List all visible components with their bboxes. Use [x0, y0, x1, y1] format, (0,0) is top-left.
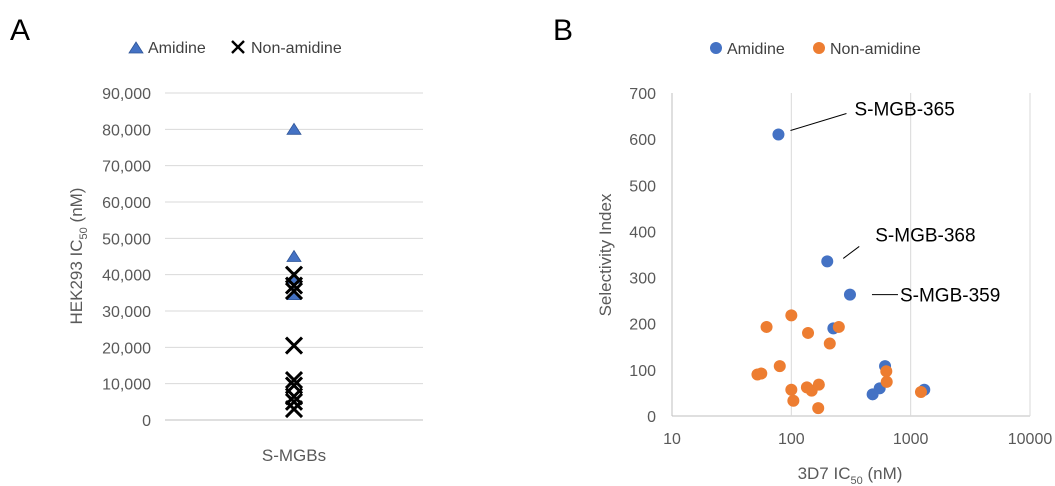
amidine-point [772, 128, 785, 141]
panel-a-letter: A [10, 14, 30, 47]
non-amidine-point [760, 320, 773, 333]
panel-a-legend-non-amidine: Non-amidine [251, 40, 342, 57]
y-tick-label: 60,000 [102, 195, 151, 212]
legend-blue-dot [710, 42, 722, 54]
panel-b-gridlines [671, 93, 1031, 417]
amidine-point [286, 122, 302, 135]
y-tick-label: 0 [142, 413, 151, 430]
annotation-leader-line [842, 246, 860, 259]
y-tick-label: 70,000 [102, 159, 151, 176]
panel-a-x-axis-title: S-MGBs [262, 446, 326, 465]
non-amidine-point [787, 394, 800, 407]
y-tick-label: 400 [629, 224, 656, 241]
annotation-label: S-MGB-368 [875, 225, 975, 246]
annotation-leader-line [790, 113, 847, 132]
amidine-point [821, 255, 834, 268]
y-tick-label: 500 [629, 178, 656, 195]
panel-b-letter: B [553, 14, 573, 47]
annotation-label: S-MGB-359 [900, 286, 1000, 307]
panel-a: A Amidine Non-amidine 0 10,000 20,000 30,00… [10, 14, 423, 465]
non-amidine-point [284, 370, 304, 390]
x-tick-label: 10 [663, 431, 681, 448]
non-amidine-point [812, 402, 825, 415]
panel-b-legend-non-amidine: Non-amidine [830, 41, 921, 58]
amidine-point [843, 288, 856, 301]
non-amidine-point [802, 326, 815, 339]
panel-b-y-ticks: 0 100 200 300 400 500 600 700 [629, 86, 656, 426]
panel-b-points [751, 128, 931, 415]
legend-x-marker [231, 40, 245, 54]
non-amidine-point [785, 383, 798, 396]
y-tick-label: 300 [629, 271, 656, 288]
non-amidine-point [284, 392, 304, 411]
x-tick-label: 10000 [1008, 431, 1053, 448]
x-tick-label: 100 [778, 431, 805, 448]
y-tick-label: 200 [629, 317, 656, 334]
y-tick-label: 20,000 [102, 340, 151, 357]
legend-triangle-marker [128, 41, 144, 54]
panel-b-legend: Amidine Non-amidine [710, 41, 921, 58]
non-amidine-point [773, 360, 786, 373]
amidine-point [866, 388, 879, 401]
non-amidine-point [785, 309, 798, 322]
non-amidine-point [823, 337, 836, 350]
legend-orange-dot [813, 42, 825, 54]
y-tick-label: 0 [647, 409, 656, 426]
y-tick-label: 10,000 [102, 377, 151, 394]
panel-b-x-axis-title: 3D7 IC50 (nM) [798, 464, 903, 486]
x-tick-label: 1000 [893, 431, 929, 448]
y-tick-label: 80,000 [102, 122, 151, 139]
y-tick-label: 90,000 [102, 86, 151, 103]
panel-b-annotations: S-MGB-365 S-MGB-368 S-MGB-359 [790, 100, 1000, 307]
non-amidine-point [880, 365, 893, 378]
panel-a-y-axis-title: HEK293 IC50 (nM) [67, 188, 90, 325]
panel-a-y-ticks: 0 10,000 20,000 30,000 40,000 50,000 60,000 70,… [102, 86, 151, 430]
y-tick-label: 50,000 [102, 231, 151, 248]
annotation-label: S-MGB-365 [854, 100, 954, 121]
non-amidine-point [755, 367, 768, 380]
y-tick-label: 40,000 [102, 268, 151, 285]
panel-a-points [284, 122, 304, 419]
panel-b: B Amidine Non-amidine 0 100 200 300 400 500 60… [553, 14, 1052, 486]
non-amidine-point [832, 320, 845, 333]
y-tick-label: 100 [629, 363, 656, 380]
panel-b-y-axis-title: Selectivity Index [596, 193, 615, 316]
panel-b-x-ticks: 10 100 1000 10000 [663, 431, 1052, 448]
panel-b-legend-amidine: Amidine [727, 41, 785, 58]
y-tick-label: 30,000 [102, 304, 151, 321]
non-amidine-point [284, 276, 304, 295]
non-amidine-point [284, 281, 304, 301]
non-amidine-point [284, 400, 304, 419]
amidine-point [286, 249, 302, 262]
y-tick-label: 600 [629, 132, 656, 149]
non-amidine-point [284, 336, 304, 355]
non-amidine-point [880, 375, 893, 388]
panel-a-legend-amidine: Amidine [148, 40, 206, 57]
panel-a-legend: Amidine Non-amidine [128, 40, 342, 57]
non-amidine-point [812, 378, 825, 391]
non-amidine-point [914, 386, 927, 399]
y-tick-label: 700 [629, 86, 656, 103]
